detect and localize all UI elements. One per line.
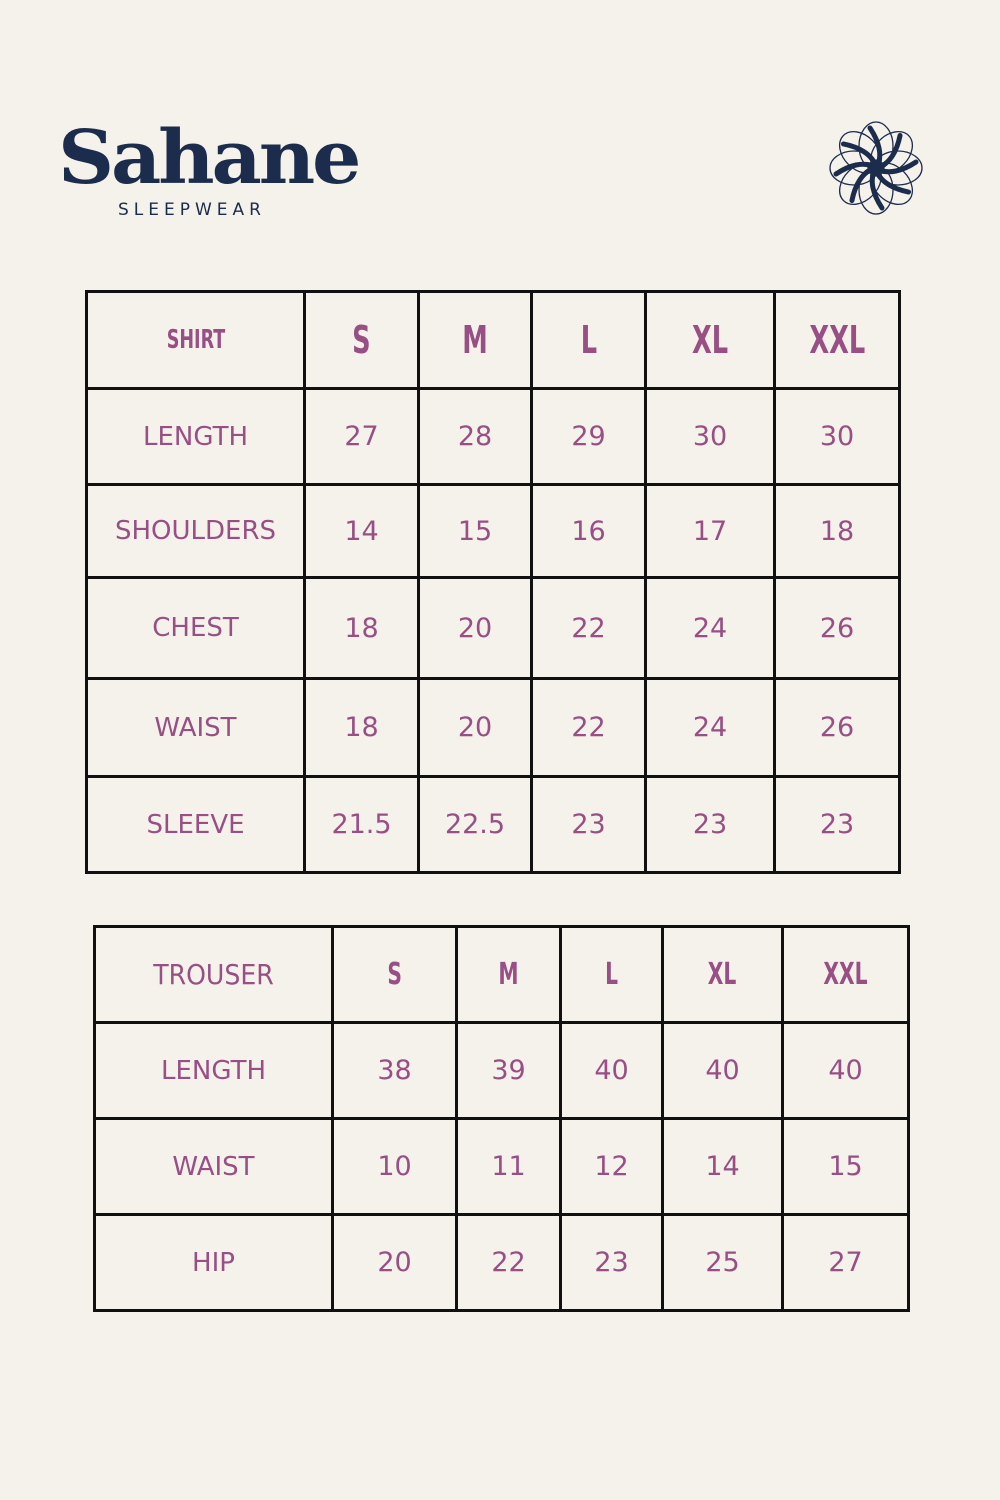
size-header-cell: XL — [661, 925, 784, 1024]
header-text: L — [605, 957, 618, 992]
measurement-value: 24 — [644, 576, 776, 680]
measurement-value: 29 — [530, 387, 647, 486]
header-text: XL — [708, 957, 737, 992]
measurement-label: WAIST — [85, 677, 306, 778]
header-text: M — [498, 957, 519, 992]
size-header-cell: M — [455, 925, 562, 1024]
brand-name: Sahane — [58, 115, 361, 201]
header-text: S — [352, 318, 371, 362]
table-row: WAIST 10 11 12 14 15 — [93, 1117, 910, 1216]
header-text: L — [580, 318, 597, 362]
measurement-value: 10 — [331, 1117, 458, 1216]
size-header-cell: XXL — [773, 290, 901, 390]
measurement-value: 23 — [644, 775, 776, 874]
measurement-value: 14 — [661, 1117, 784, 1216]
measurement-value: 30 — [644, 387, 776, 486]
measurement-label: SHOULDERS — [85, 483, 306, 579]
measurement-value: 11 — [455, 1117, 562, 1216]
measurement-value: 25 — [661, 1213, 784, 1312]
size-header-cell: XXL — [781, 925, 910, 1024]
table-row: WAIST 18 20 22 24 26 — [85, 677, 901, 778]
size-header-cell: M — [417, 290, 533, 390]
measurement-value: 20 — [417, 677, 533, 778]
brand-logo: Sahane SLEEPWEAR — [58, 118, 361, 220]
measurement-label: LENGTH — [93, 1021, 334, 1120]
measurement-value: 22 — [530, 576, 647, 680]
measurement-value: 26 — [773, 576, 901, 680]
measurement-value: 20 — [417, 576, 533, 680]
measurement-value: 23 — [773, 775, 901, 874]
measurement-value: 40 — [559, 1021, 664, 1120]
header-text: XL — [691, 318, 729, 362]
table-row: HIP 20 22 23 25 27 — [93, 1213, 910, 1312]
measurement-label: SLEEVE — [85, 775, 306, 874]
header-text: XXL — [823, 957, 868, 992]
measurement-value: 15 — [417, 483, 533, 579]
measurement-value: 22.5 — [417, 775, 533, 874]
table-title-cell: TROUSER — [93, 925, 334, 1024]
measurement-value: 18 — [303, 677, 420, 778]
measurement-value: 18 — [773, 483, 901, 579]
size-header-cell: S — [331, 925, 458, 1024]
measurement-value: 30 — [773, 387, 901, 486]
measurement-value: 21.5 — [303, 775, 420, 874]
measurement-value: 40 — [781, 1021, 910, 1120]
measurement-value: 39 — [455, 1021, 562, 1120]
size-header-cell: L — [559, 925, 664, 1024]
measurement-label: HIP — [93, 1213, 334, 1312]
measurement-value: 17 — [644, 483, 776, 579]
measurement-value: 16 — [530, 483, 647, 579]
measurement-value: 40 — [661, 1021, 784, 1120]
table-row: SLEEVE 21.5 22.5 23 23 23 — [85, 775, 901, 874]
header-text: SHIRT — [166, 325, 225, 355]
table-row: LENGTH 27 28 29 30 30 — [85, 387, 901, 486]
measurement-value: 22 — [530, 677, 647, 778]
measurement-value: 23 — [559, 1213, 664, 1312]
shirt-size-table: SHIRT S M L XL XXL LENGTH 27 28 29 30 30 SHOULDERS 14… — [85, 290, 901, 874]
brand-subtitle: SLEEPWEAR — [118, 200, 266, 220]
measurement-value: 18 — [303, 576, 420, 680]
header-text: TROUSER — [153, 958, 274, 991]
measurement-value: 38 — [331, 1021, 458, 1120]
table-row: CHEST 18 20 22 24 26 — [85, 576, 901, 680]
size-header-cell: S — [303, 290, 420, 390]
trouser-size-table: TROUSER S M L XL XXL LENGTH 38 39 40 40 40 WAIST 10 11… — [93, 925, 910, 1312]
measurement-value: 27 — [781, 1213, 910, 1312]
table-row: SHOULDERS 14 15 16 17 18 — [85, 483, 901, 579]
measurement-value: 20 — [331, 1213, 458, 1312]
header-text: S — [387, 957, 402, 992]
header-row: SHIRT S M L XL XXL — [85, 290, 901, 390]
measurement-value: 12 — [559, 1117, 664, 1216]
flower-logo-icon — [829, 121, 923, 215]
measurement-value: 27 — [303, 387, 420, 486]
header-row: TROUSER S M L XL XXL — [93, 925, 910, 1024]
measurement-value: 24 — [644, 677, 776, 778]
size-header-cell: L — [530, 290, 647, 390]
table-title-cell: SHIRT — [85, 290, 306, 390]
measurement-value: 15 — [781, 1117, 910, 1216]
measurement-label: LENGTH — [85, 387, 306, 486]
table-row: LENGTH 38 39 40 40 40 — [93, 1021, 910, 1120]
header-text: M — [462, 318, 488, 362]
measurement-value: 22 — [455, 1213, 562, 1312]
measurement-value: 26 — [773, 677, 901, 778]
measurement-label: CHEST — [85, 576, 306, 680]
header-text: XXL — [809, 318, 865, 362]
measurement-value: 14 — [303, 483, 420, 579]
size-header-cell: XL — [644, 290, 776, 390]
measurement-label: WAIST — [93, 1117, 334, 1216]
measurement-value: 23 — [530, 775, 647, 874]
measurement-value: 28 — [417, 387, 533, 486]
